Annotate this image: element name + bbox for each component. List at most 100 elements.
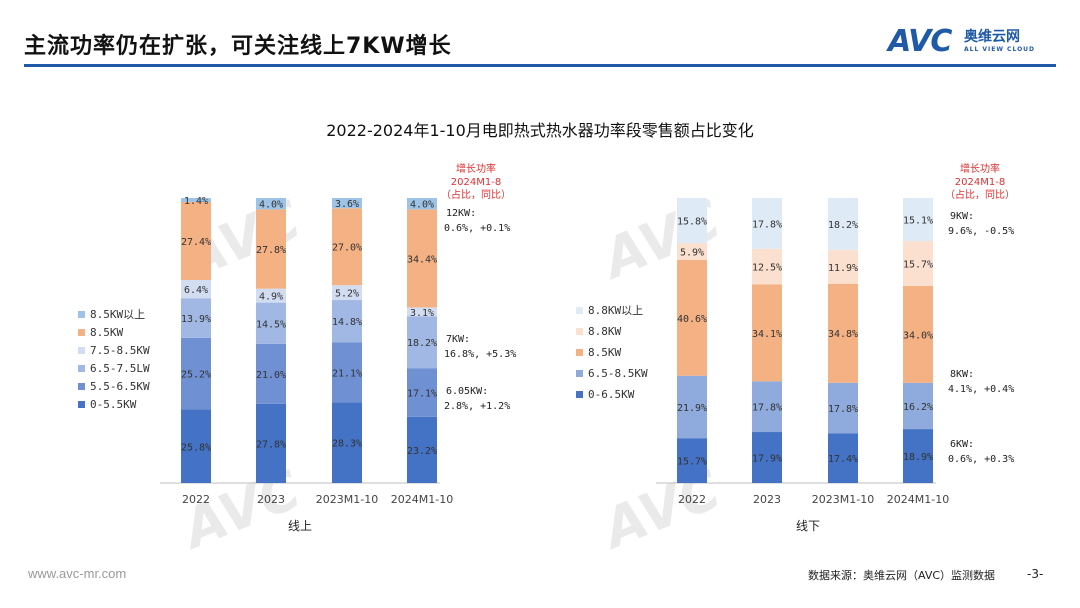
- annotation-name: 6.05KW:: [446, 386, 488, 397]
- footer-source: 数据来源：奥维云网（AVC）监测数据: [808, 569, 996, 582]
- bar-segment: [256, 209, 286, 289]
- data-label: 15.1%: [903, 216, 933, 227]
- annotation-header: 增长功率: [960, 162, 1000, 175]
- data-label: 11.9%: [828, 263, 858, 274]
- annotation-value: 4.1%, +0.4%: [948, 384, 1014, 395]
- x-tick-label: 2022: [678, 493, 706, 506]
- avc-logo: AVC 奥维云网 ALL VIEW CLOUD: [888, 24, 1058, 59]
- legend-swatch: [576, 307, 583, 314]
- annotation-header: 2024M1-8: [955, 177, 1005, 188]
- data-label: 5.2%: [335, 289, 359, 300]
- bar-segment: [903, 382, 933, 430]
- bar-segment: [903, 285, 933, 383]
- bar-segment: [181, 201, 211, 280]
- header-divider: [24, 64, 1056, 67]
- data-label: 14.8%: [332, 317, 362, 328]
- data-label: 3.1%: [410, 308, 434, 319]
- annotation-value: 0.6%, +0.1%: [444, 223, 510, 234]
- data-label: 3.6%: [335, 199, 359, 210]
- annotation-header: 2024M1-8: [451, 177, 501, 188]
- bar-segment: [256, 302, 286, 344]
- data-label: 21.1%: [332, 368, 362, 379]
- group-label: 线下: [796, 519, 820, 533]
- bar-segment: [332, 208, 362, 286]
- bar-segment: [677, 259, 707, 376]
- legend-entry: 0-5.5KW: [90, 398, 137, 411]
- data-label: 1.4%: [184, 196, 208, 207]
- bar-segment: [332, 300, 362, 343]
- data-label: 25.8%: [181, 442, 211, 453]
- data-label: 16.2%: [903, 402, 933, 413]
- annotation-value: 9.6%, -0.5%: [948, 226, 1014, 237]
- legend-swatch: [576, 349, 583, 356]
- data-label: 14.5%: [256, 319, 286, 330]
- legend-entry: 8.8KW: [588, 325, 621, 338]
- x-tick-label: 2023: [753, 493, 781, 506]
- data-label: 34.1%: [752, 329, 782, 340]
- data-label: 21.0%: [256, 370, 286, 381]
- data-label: 28.3%: [332, 439, 362, 450]
- data-label: 18.9%: [903, 452, 933, 463]
- chart-title: 2022-2024年1-10月电即热式热水器功率段零售额占比变化: [326, 121, 754, 140]
- bar-segment: [332, 198, 362, 209]
- data-label: 25.2%: [181, 370, 211, 381]
- bar-segment: [828, 283, 858, 383]
- x-tick-label: 2022: [182, 493, 210, 506]
- bar-segment: [677, 438, 707, 483]
- legend-entry: 8.5KW: [90, 326, 123, 339]
- bar-segment: [407, 316, 437, 369]
- annotation-name: 7KW:: [446, 334, 470, 345]
- data-label: 18.2%: [828, 220, 858, 231]
- bar-segment: [903, 429, 933, 483]
- data-label: 4.0%: [259, 200, 283, 211]
- data-label: 4.9%: [259, 292, 283, 303]
- watermark-avc: AVC: [591, 457, 729, 562]
- legend-entry: 8.5KW以上: [90, 308, 145, 321]
- bar-segment: [752, 432, 782, 483]
- annotation-name: 8KW:: [950, 369, 974, 380]
- data-label: 34.4%: [407, 254, 437, 265]
- legend-swatch: [78, 401, 85, 408]
- data-label: 13.9%: [181, 314, 211, 325]
- data-label: 17.9%: [752, 454, 782, 465]
- data-label: 5.9%: [680, 247, 704, 258]
- bar-segment: [256, 198, 286, 210]
- bar-segment: [752, 198, 782, 249]
- x-tick-label: 2023M1-10: [812, 493, 874, 506]
- data-label: 34.0%: [903, 330, 933, 341]
- data-label: 34.8%: [828, 329, 858, 340]
- bar-segment: [903, 198, 933, 242]
- annotation-header: 增长功率: [456, 162, 496, 175]
- bar-segment: [407, 209, 437, 308]
- annotation-value: 0.6%, +0.3%: [948, 454, 1014, 465]
- charts-layer: 25.8% 25.2% 13.9% 6.4% 27.4% 1.4% 2022 27.8% 21.…: [78, 162, 1015, 533]
- logo-mark: AVC: [888, 24, 952, 59]
- x-tick-label: 2023M1-10: [316, 493, 378, 506]
- data-label: 17.1%: [407, 389, 437, 400]
- bar-segment: [677, 243, 707, 260]
- annotation-value: 2.8%, +1.2%: [444, 401, 510, 412]
- x-tick-label: 2023: [257, 493, 285, 506]
- data-label: 27.0%: [332, 243, 362, 254]
- legend-entry: 5.5-6.5KW: [90, 380, 150, 393]
- legend-swatch: [78, 311, 85, 318]
- bar-segment: [677, 375, 707, 439]
- legend-swatch: [78, 365, 85, 372]
- legend-swatch: [576, 391, 583, 398]
- bar-segment: [677, 198, 707, 244]
- data-label: 17.4%: [828, 454, 858, 465]
- data-label: 21.9%: [677, 403, 707, 414]
- legend-entry: 6.5-8.5KW: [588, 367, 648, 380]
- bar-segment: [752, 248, 782, 285]
- data-label: 6.4%: [184, 285, 208, 296]
- bar-segment: [332, 342, 362, 403]
- annotation-header: （占比，同比）: [441, 188, 511, 201]
- bar-segment: [256, 343, 286, 404]
- data-label: 27.4%: [181, 237, 211, 248]
- data-label: 27.8%: [256, 439, 286, 450]
- bar-segment: [256, 288, 286, 303]
- legend-swatch: [78, 329, 85, 336]
- data-label: 18.2%: [407, 338, 437, 349]
- legend-entry: 8.5KW: [588, 346, 621, 359]
